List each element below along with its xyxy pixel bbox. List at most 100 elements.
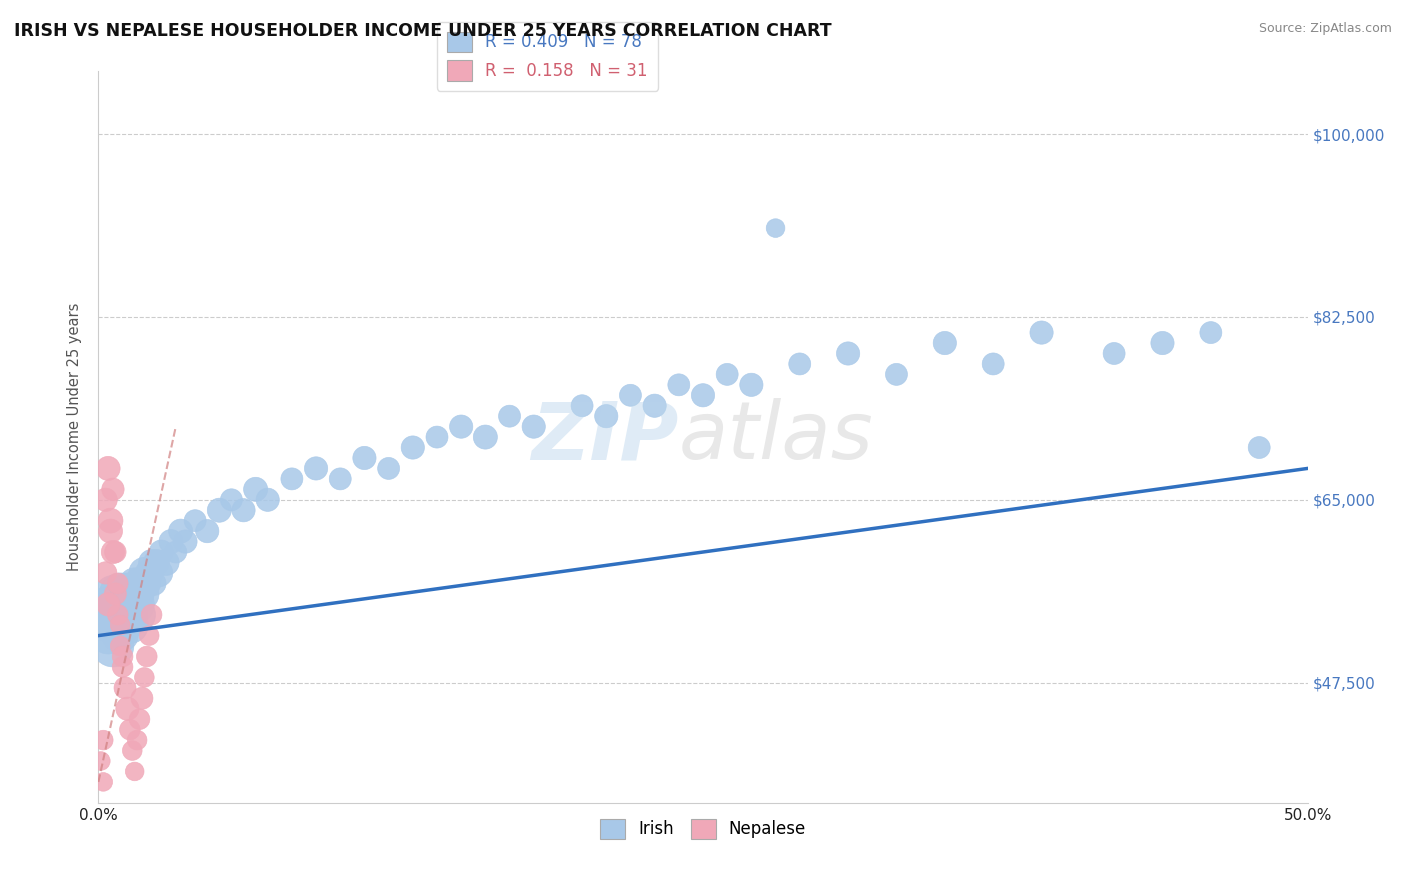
- Point: [174, 534, 197, 549]
- Point: [91, 775, 114, 789]
- Point: [837, 346, 859, 360]
- Point: [131, 587, 153, 601]
- Point: [108, 587, 131, 601]
- Point: [114, 681, 136, 695]
- Point: [107, 629, 129, 643]
- Point: [128, 712, 150, 726]
- Point: [474, 430, 496, 444]
- Point: [111, 660, 134, 674]
- Point: [124, 764, 146, 779]
- Point: [221, 492, 243, 507]
- Point: [107, 607, 129, 622]
- Point: [134, 670, 156, 684]
- Point: [1199, 326, 1222, 340]
- Point: [117, 607, 139, 622]
- Point: [101, 639, 124, 653]
- Point: [886, 368, 908, 382]
- Point: [668, 377, 690, 392]
- Point: [108, 639, 131, 653]
- Y-axis label: Householder Income Under 25 years: Householder Income Under 25 years: [67, 303, 83, 571]
- Point: [934, 336, 956, 351]
- Point: [1102, 346, 1125, 360]
- Point: [134, 566, 156, 580]
- Point: [402, 441, 425, 455]
- Point: [124, 597, 146, 611]
- Point: [100, 607, 122, 622]
- Point: [100, 514, 122, 528]
- Point: [121, 743, 143, 757]
- Point: [91, 618, 114, 632]
- Point: [571, 399, 593, 413]
- Point: [118, 597, 141, 611]
- Point: [377, 461, 399, 475]
- Point: [111, 629, 134, 643]
- Point: [107, 576, 129, 591]
- Point: [619, 388, 641, 402]
- Point: [94, 597, 117, 611]
- Point: [97, 629, 120, 643]
- Legend: Irish, Nepalese: Irish, Nepalese: [593, 812, 813, 846]
- Point: [124, 576, 146, 591]
- Point: [100, 524, 122, 538]
- Point: [111, 607, 134, 622]
- Point: [256, 492, 278, 507]
- Point: [138, 566, 160, 580]
- Point: [644, 399, 666, 413]
- Point: [121, 607, 143, 622]
- Point: [135, 649, 157, 664]
- Point: [101, 483, 124, 497]
- Point: [121, 587, 143, 601]
- Point: [118, 618, 141, 632]
- Point: [184, 514, 207, 528]
- Point: [101, 545, 124, 559]
- Point: [981, 357, 1004, 371]
- Point: [101, 587, 124, 601]
- Point: [94, 492, 117, 507]
- Point: [90, 754, 112, 768]
- Point: [127, 607, 149, 622]
- Point: [160, 534, 183, 549]
- Point: [195, 524, 218, 538]
- Point: [117, 587, 139, 601]
- Point: [135, 576, 157, 591]
- Point: [108, 618, 131, 632]
- Point: [208, 503, 231, 517]
- Point: [91, 733, 114, 747]
- Point: [765, 221, 787, 235]
- Point: [329, 472, 352, 486]
- Point: [128, 576, 150, 591]
- Point: [165, 545, 187, 559]
- Text: IRISH VS NEPALESE HOUSEHOLDER INCOME UNDER 25 YEARS CORRELATION CHART: IRISH VS NEPALESE HOUSEHOLDER INCOME UND…: [14, 22, 832, 40]
- Point: [94, 566, 117, 580]
- Point: [104, 597, 127, 611]
- Point: [143, 576, 166, 591]
- Text: Source: ZipAtlas.com: Source: ZipAtlas.com: [1258, 22, 1392, 36]
- Point: [245, 483, 267, 497]
- Point: [118, 723, 141, 737]
- Point: [104, 618, 127, 632]
- Point: [232, 503, 254, 517]
- Text: ZIP: ZIP: [531, 398, 679, 476]
- Point: [111, 649, 134, 664]
- Point: [104, 545, 127, 559]
- Point: [145, 556, 167, 570]
- Point: [127, 587, 149, 601]
- Point: [148, 566, 170, 580]
- Point: [131, 691, 153, 706]
- Point: [498, 409, 520, 424]
- Point: [138, 629, 160, 643]
- Point: [141, 607, 163, 622]
- Point: [1152, 336, 1174, 351]
- Point: [114, 618, 136, 632]
- Point: [114, 597, 136, 611]
- Point: [108, 618, 131, 632]
- Point: [523, 419, 546, 434]
- Text: atlas: atlas: [679, 398, 873, 476]
- Point: [1249, 441, 1271, 455]
- Point: [281, 472, 304, 486]
- Point: [450, 419, 472, 434]
- Point: [117, 702, 139, 716]
- Point: [692, 388, 714, 402]
- Point: [97, 461, 120, 475]
- Point: [305, 461, 328, 475]
